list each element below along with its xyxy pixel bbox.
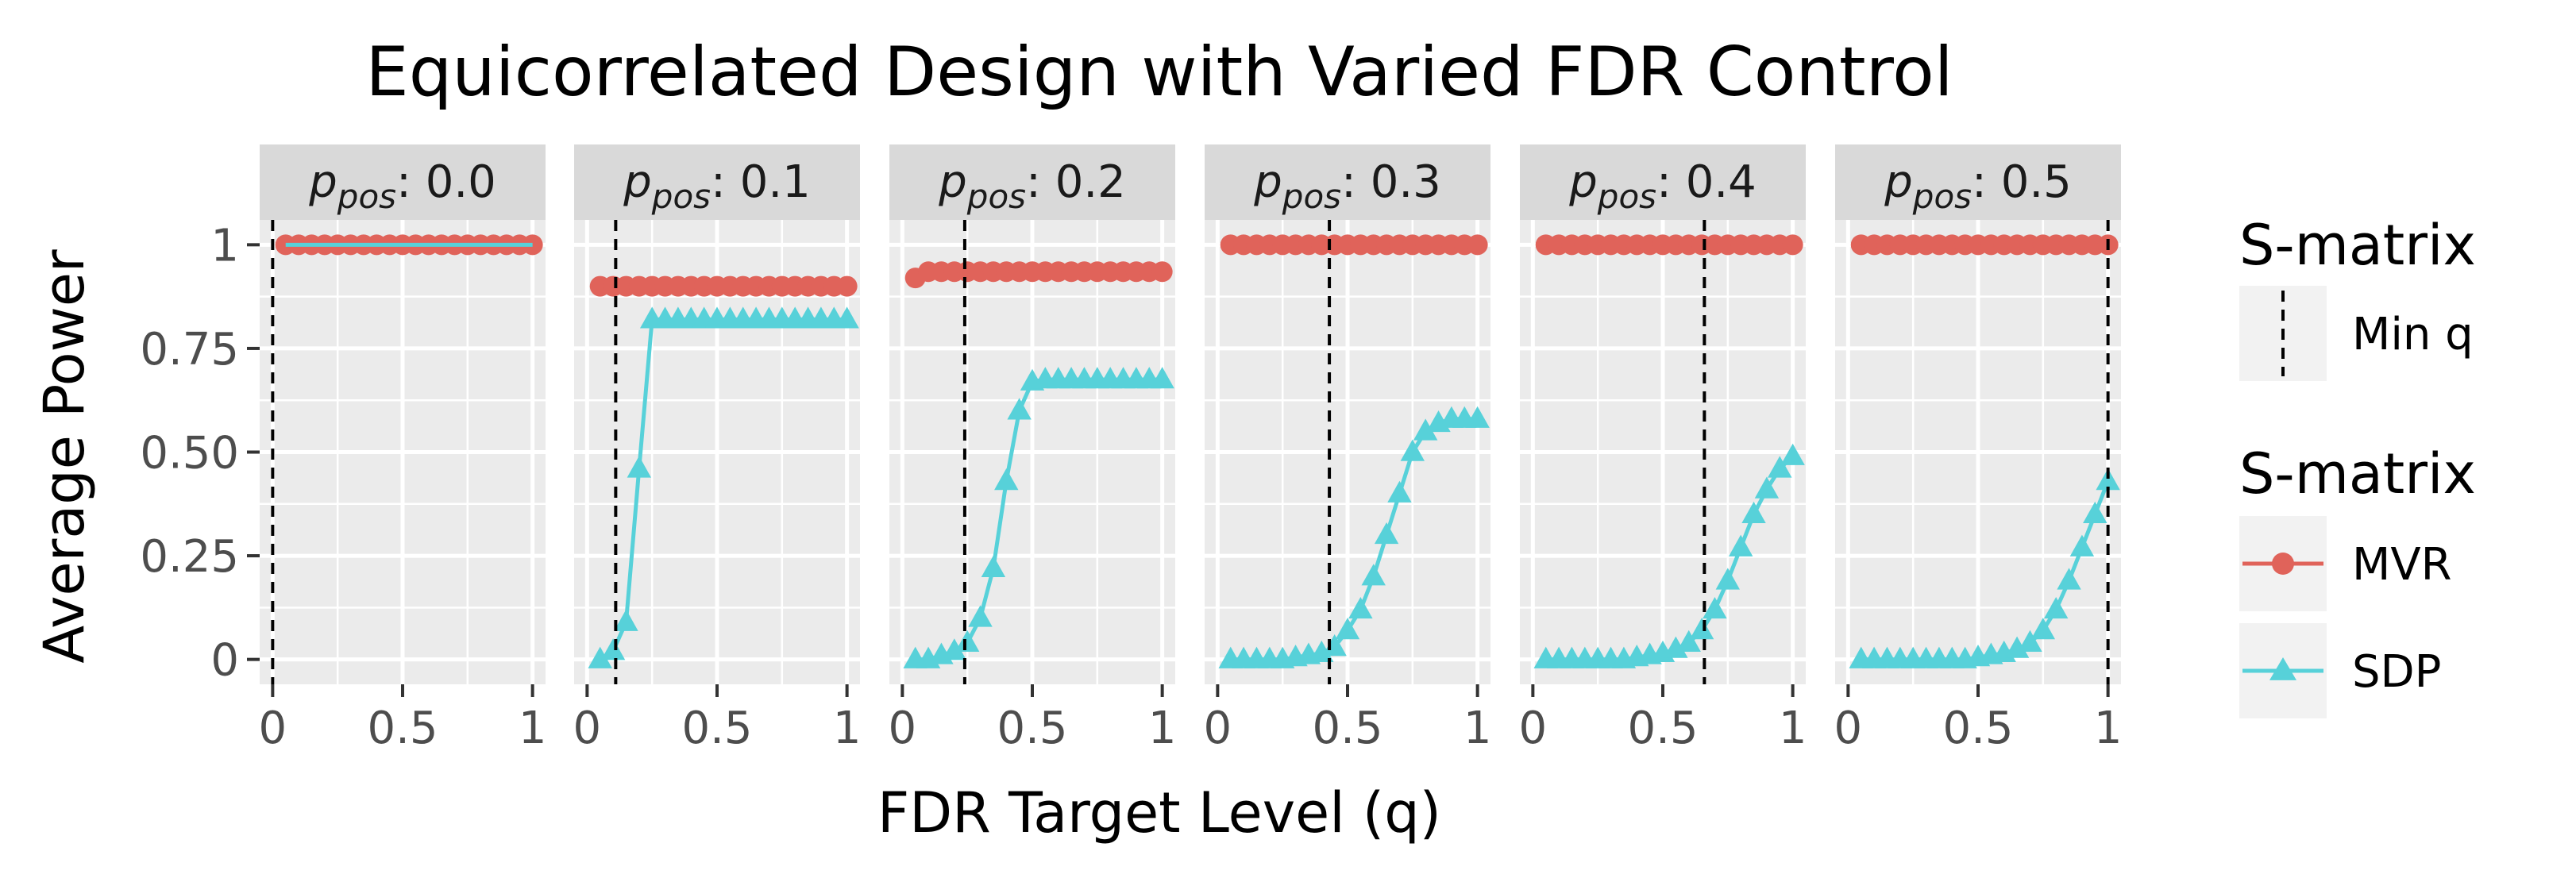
y-tick-label: 1 [210, 220, 239, 271]
sdp-point [1348, 596, 1373, 619]
sdp-point [981, 555, 1006, 577]
facet-panel: ppos: 0.5 0 0.5 1 [1834, 144, 2123, 754]
sdp-point [600, 638, 626, 660]
sdp-point [1728, 534, 1753, 556]
legend-triangle-marker [2269, 657, 2296, 680]
sdp-point [1309, 640, 1334, 663]
sdp-point [1400, 439, 1425, 461]
x-tick-label: 1 [2094, 703, 2123, 754]
sdp-point [942, 638, 967, 660]
x-tick-label: 0.5 [997, 703, 1067, 754]
sdp-point [614, 609, 638, 631]
facet-strip-label: ppos: 0.3 [1253, 156, 1441, 216]
x-tick-label: 0 [889, 703, 917, 754]
sdp-point [1465, 406, 1490, 428]
sdp-point [1780, 443, 1805, 465]
sdp-point [968, 605, 993, 627]
sdp-point [1664, 636, 1688, 658]
y-tick-label: 0.25 [140, 531, 239, 583]
sdp-point [994, 468, 1019, 491]
facet-strip-label: ppos: 0.4 [1568, 156, 1757, 216]
y-tick-label: 0 [210, 635, 239, 687]
facet-panel: ppos: 0.1 0 0.5 1 [573, 144, 862, 754]
facet-panel: ppos: 0.2 0 0.5 1 [889, 144, 1177, 754]
x-tick-label: 0 [1519, 703, 1548, 754]
x-tick-label: 0.5 [1627, 703, 1698, 754]
sdp-point [954, 630, 980, 652]
legend-circle-marker [2272, 553, 2294, 575]
x-tick-label: 0 [1204, 703, 1232, 754]
legend-label: SDP [2352, 646, 2441, 698]
sdp-point [2030, 618, 2056, 640]
facet-strip-label: ppos: 0.0 [308, 156, 496, 216]
x-tick-label: 1 [519, 703, 547, 754]
facet-strip [574, 144, 860, 220]
mvr-point [1151, 261, 1173, 283]
sdp-point [1322, 633, 1347, 657]
facet-strip-label: ppos: 0.2 [938, 156, 1126, 216]
sdp-point [1768, 456, 1792, 478]
sdp-point [1335, 618, 1360, 640]
x-tick-label: 1 [1779, 703, 1807, 754]
sdp-point [2096, 468, 2120, 491]
x-tick-label: 1 [1148, 703, 1177, 754]
x-tick-label: 1 [833, 703, 862, 754]
legend: S-matrix Min q S-matrix MVR SDP [2239, 213, 2476, 718]
sdp-point [2043, 596, 2069, 619]
legend-label: MVR [2352, 539, 2452, 591]
y-tick-label: 0.75 [140, 324, 239, 375]
sdp-point [1741, 501, 1766, 524]
sdp-point [2069, 534, 2095, 556]
facet-panels: ppos: 0.0 0 0.5 1 ppos: 0.1 0 0.5 1 ppos: 0.2 0 0.… [259, 144, 2123, 754]
facet-panel: ppos: 0.4 0 0.5 1 [1519, 144, 1807, 754]
sdp-point [2057, 568, 2081, 590]
facet-strip [1835, 144, 2121, 220]
sdp-point [1150, 367, 1174, 389]
x-tick-label: 0 [573, 703, 602, 754]
sdp-point [627, 456, 652, 478]
facet-strip [1205, 144, 1490, 220]
sdp-point [2004, 636, 2030, 658]
mvr-point [1782, 234, 1803, 256]
mvr-point [836, 275, 858, 297]
facet-strip [260, 144, 546, 220]
y-tick-label: 0.50 [140, 428, 239, 479]
sdp-point [1689, 618, 1714, 640]
legend-title: S-matrix [2239, 213, 2476, 278]
x-tick-label: 0.5 [367, 703, 438, 754]
facet-strip-label: ppos: 0.5 [1884, 156, 2072, 216]
sdp-point [1703, 596, 1727, 619]
sdp-point [1413, 418, 1438, 441]
x-tick-label: 0.5 [681, 703, 752, 754]
y-axis-title: Average Power [32, 249, 97, 664]
sdp-point [1754, 476, 1780, 499]
sdp-point [1374, 522, 1399, 545]
facet-panel: ppos: 0.0 0 0.5 1 [259, 144, 547, 754]
sdp-point [1715, 568, 1741, 590]
chart-title: Equicorrelated Design with Varied FDR Co… [365, 33, 1953, 112]
x-tick-label: 0 [259, 703, 287, 754]
x-tick-label: 1 [1463, 703, 1492, 754]
mvr-point [1467, 234, 1488, 256]
sdp-point [588, 646, 612, 668]
sdp-point [1387, 480, 1412, 503]
y-axis: 0 0.25 0.50 0.75 1 [140, 220, 260, 687]
x-tick-label: 0.5 [1942, 703, 2013, 754]
x-tick-label: 0.5 [1312, 703, 1382, 754]
sdp-point [1361, 564, 1386, 586]
sdp-point [2083, 501, 2107, 524]
sdp-point [1676, 630, 1701, 652]
sdp-point [2018, 630, 2042, 652]
facet-strip [1520, 144, 1806, 220]
sdp-point [835, 306, 859, 329]
x-axis-title: FDR Target Level (q) [877, 780, 1441, 845]
facet-strip-label: ppos: 0.1 [623, 156, 811, 216]
facet-panel: ppos: 0.3 0 0.5 1 [1204, 144, 1492, 754]
facet-strip [889, 144, 1175, 220]
legend-title: S-matrix [2239, 441, 2476, 506]
sdp-point [1007, 398, 1032, 420]
x-tick-label: 0 [1834, 703, 1863, 754]
legend-label: Min q [2352, 309, 2474, 360]
